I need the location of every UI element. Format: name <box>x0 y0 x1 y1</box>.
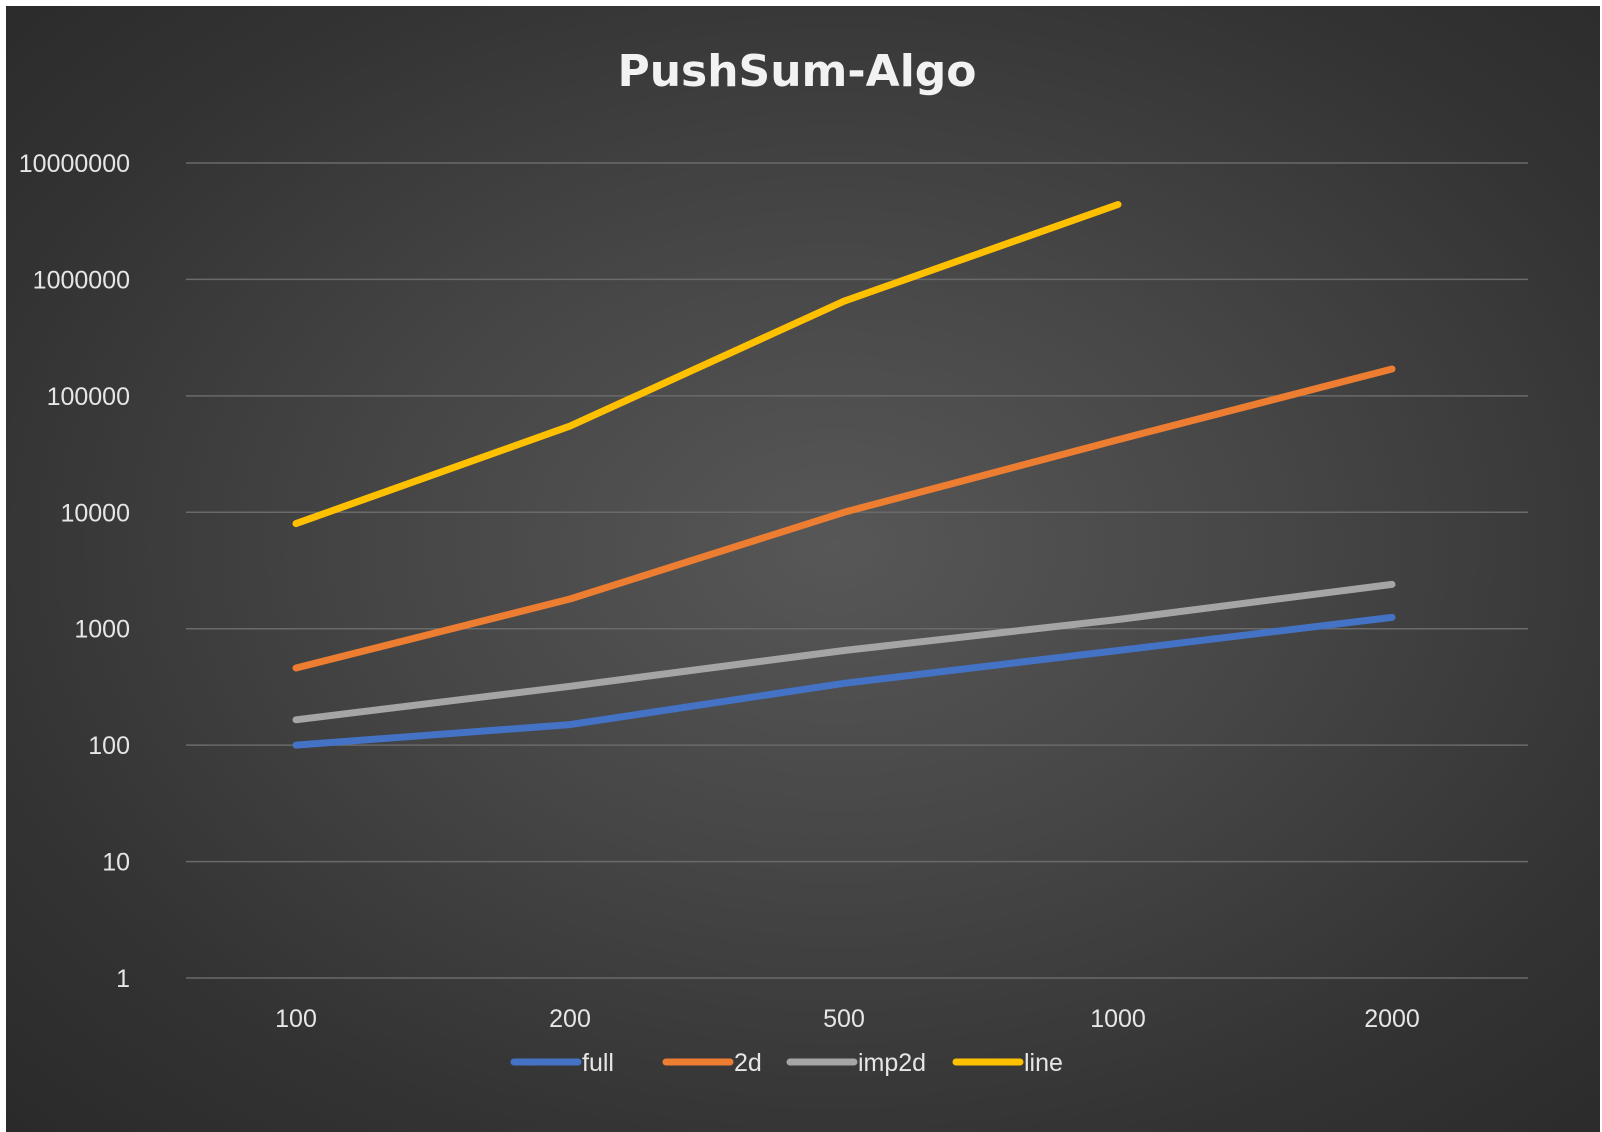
y-tick-label: 10000 <box>60 499 130 527</box>
x-tick-label: 200 <box>549 1005 591 1033</box>
x-tick-label: 500 <box>823 1005 865 1033</box>
series-line-line <box>292 201 1122 528</box>
series-lines <box>292 201 1396 749</box>
legend-label-2d: 2d <box>734 1049 762 1077</box>
series-line-imp2d <box>292 580 1396 724</box>
legend: full 2d imp2d line <box>510 1049 1063 1077</box>
x-tick-label: 2000 <box>1364 1005 1420 1033</box>
y-axis-ticks: 1 10 100 1000 10000 100000 1000000 10000000 <box>19 150 130 993</box>
chart-area: PushSum-Algo 1 10 100 1000 10000 100000 100000… <box>6 6 1600 1132</box>
chart-title: PushSum-Algo <box>617 46 976 97</box>
x-axis-ticks: 100 200 500 1000 2000 <box>275 1005 1420 1033</box>
y-tick-label: 10000000 <box>19 150 130 178</box>
y-tick-label: 10 <box>102 849 130 877</box>
x-tick-label: 1000 <box>1090 1005 1146 1033</box>
series-line-2d <box>292 365 1396 672</box>
legend-label-line: line <box>1024 1049 1063 1077</box>
legend-label-full: full <box>582 1049 614 1077</box>
y-tick-label: 1000000 <box>33 266 130 294</box>
series-line-full <box>292 613 1396 749</box>
gridlines <box>186 162 1528 979</box>
x-tick-label: 100 <box>275 1005 317 1033</box>
y-tick-label: 1000 <box>74 616 130 644</box>
y-tick-label: 100000 <box>47 383 130 411</box>
legend-label-imp2d: imp2d <box>858 1049 926 1077</box>
y-tick-label: 1 <box>116 965 130 993</box>
line-chart: PushSum-Algo 1 10 100 1000 10000 100000 100000… <box>19 46 1528 1077</box>
y-tick-label: 100 <box>88 732 130 760</box>
